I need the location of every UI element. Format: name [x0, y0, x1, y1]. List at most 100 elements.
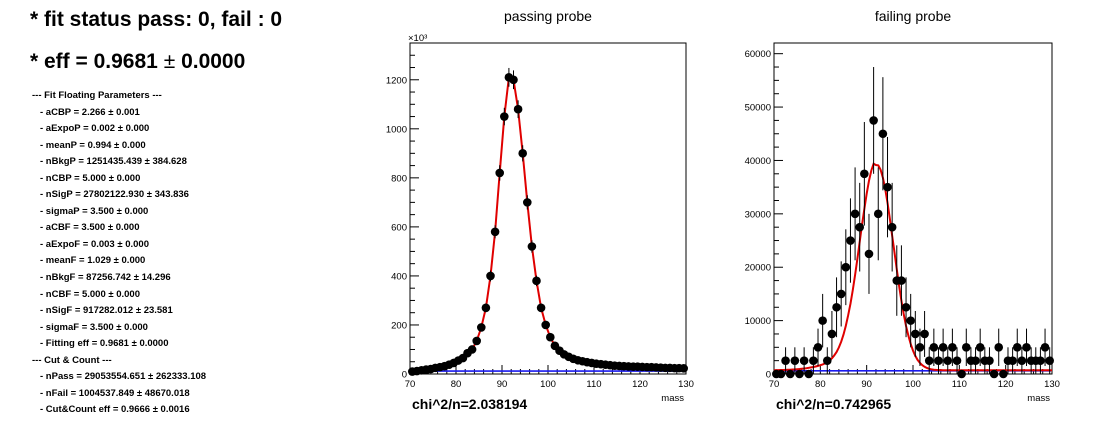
fit-parameter-row: - nFail = 1004537.849 ± 48670.018 [40, 387, 190, 399]
x-tick-label: 100 [905, 379, 921, 390]
data-marker [943, 356, 953, 365]
data-marker [938, 343, 948, 352]
y-tick-label: 1200 [386, 75, 407, 86]
data-point [850, 167, 860, 261]
data-marker [911, 329, 920, 339]
x-tick-label: 100 [540, 379, 556, 390]
fit-parameter-row: - Cut&Count eff = 0.9666 ± 0.0016 [40, 404, 190, 416]
data-marker [495, 168, 504, 178]
data-point [490, 225, 500, 239]
data-point [804, 369, 814, 379]
failing-probe-chart: failing probe 70 80 90 100 110 120 130 0 10000 200… [745, 8, 1060, 412]
data-point [518, 145, 527, 162]
data-marker [1008, 356, 1017, 365]
data-point [795, 369, 804, 379]
data-marker [1040, 343, 1050, 352]
data-marker [799, 356, 809, 365]
data-point [846, 198, 855, 283]
data-marker [906, 316, 915, 325]
chi2-text: chi^2/n=0.742965 [776, 396, 891, 412]
fit-parameter-row: - aExpoF = 0.003 ± 0.000 [40, 238, 149, 250]
data-marker [813, 343, 823, 352]
data-marker [490, 227, 500, 237]
x-tick-label: 130 [1044, 379, 1060, 390]
y-tick-label: 40000 [745, 156, 771, 167]
y-axis-exponent: ×10³ [408, 33, 427, 44]
fit-section-header: --- Cut & Count --- [32, 354, 112, 366]
data-point [477, 323, 486, 332]
x-tick-label: 80 [815, 379, 826, 390]
data-marker [500, 112, 509, 121]
data-marker [846, 236, 855, 245]
x-tick-label: 120 [632, 379, 648, 390]
data-marker [878, 129, 888, 139]
efficiency-error: 0.0000 [181, 50, 246, 73]
data-point [1040, 328, 1050, 366]
data-marker [541, 320, 550, 330]
failing-probe-plot: failing probe 70 80 90 100 110 120 130 0 10000 200… [735, 0, 1069, 422]
data-marker [855, 222, 865, 232]
data-marker [873, 209, 883, 219]
y-tick-label: 400 [391, 271, 407, 282]
data-marker [679, 364, 688, 373]
data-marker [790, 356, 800, 365]
y-tick-label: 50000 [745, 103, 771, 114]
data-marker [999, 369, 1008, 379]
data-marker [1045, 356, 1054, 365]
data-marker [832, 302, 841, 312]
y-tick-label: 30000 [745, 209, 771, 220]
data-point [989, 369, 999, 379]
fit-parameter-row: - sigmaF = 3.500 ± 0.000 [40, 321, 148, 333]
fit-parameter-row: - nCBF = 5.000 ± 0.000 [40, 288, 140, 300]
x-tick-label: 130 [678, 379, 694, 390]
data-marker [836, 289, 846, 299]
fit-parameter-row: - nBkgP = 1251435.439 ± 384.628 [40, 156, 187, 168]
data-point [541, 320, 550, 330]
data-marker [1017, 356, 1027, 365]
y-tick-label: 60000 [745, 49, 771, 60]
fit-summary-panel: * fit status pass: 0, fail : 0 * eff = 0… [0, 0, 370, 422]
data-marker [513, 104, 523, 114]
data-point [836, 261, 846, 327]
fit-parameters-list: --- Fit Floating Parameters --- - aCBP = … [32, 88, 206, 419]
data-point [495, 165, 504, 181]
fit-status-text: * fit status pass: 0, fail : 0 [30, 8, 283, 31]
data-point [975, 328, 985, 366]
data-point [1036, 347, 1045, 374]
data-marker [486, 271, 495, 281]
data-point [952, 347, 962, 374]
data-marker [795, 369, 804, 379]
data-marker [961, 343, 971, 352]
x-tick-label: 120 [998, 379, 1014, 390]
data-marker [897, 276, 906, 285]
data-marker [948, 343, 957, 352]
chart-title: failing probe [875, 8, 951, 24]
data-marker [883, 182, 892, 192]
data-point [869, 67, 878, 174]
data-marker [924, 356, 934, 365]
fit-parameter-row: - nSigP = 27802122.930 ± 343.836 [40, 189, 189, 201]
total-fit-curve [773, 162, 1052, 372]
data-point [799, 347, 809, 374]
data-point [883, 136, 892, 238]
data-point [481, 303, 491, 313]
data-marker [1012, 343, 1022, 352]
data-point [790, 347, 800, 374]
data-marker [971, 356, 980, 365]
data-point [994, 328, 1004, 366]
data-marker [509, 75, 518, 85]
data-marker [785, 369, 795, 379]
data-point [527, 240, 537, 253]
data-marker [901, 302, 911, 312]
fit-parameter-row: - meanF = 1.029 ± 0.000 [40, 255, 146, 267]
fit-parameter-row: - meanP = 0.994 ± 0.000 [40, 139, 146, 151]
data-marker [781, 356, 790, 365]
data-marker [472, 336, 481, 346]
data-point [957, 369, 966, 379]
y-tick-label: 0 [766, 370, 771, 381]
data-point [864, 213, 874, 294]
data-point [934, 347, 943, 374]
fit-section-header: --- Fit Floating Parameters --- [32, 90, 162, 101]
y-tick-label: 20000 [745, 263, 771, 274]
data-point [971, 347, 980, 374]
